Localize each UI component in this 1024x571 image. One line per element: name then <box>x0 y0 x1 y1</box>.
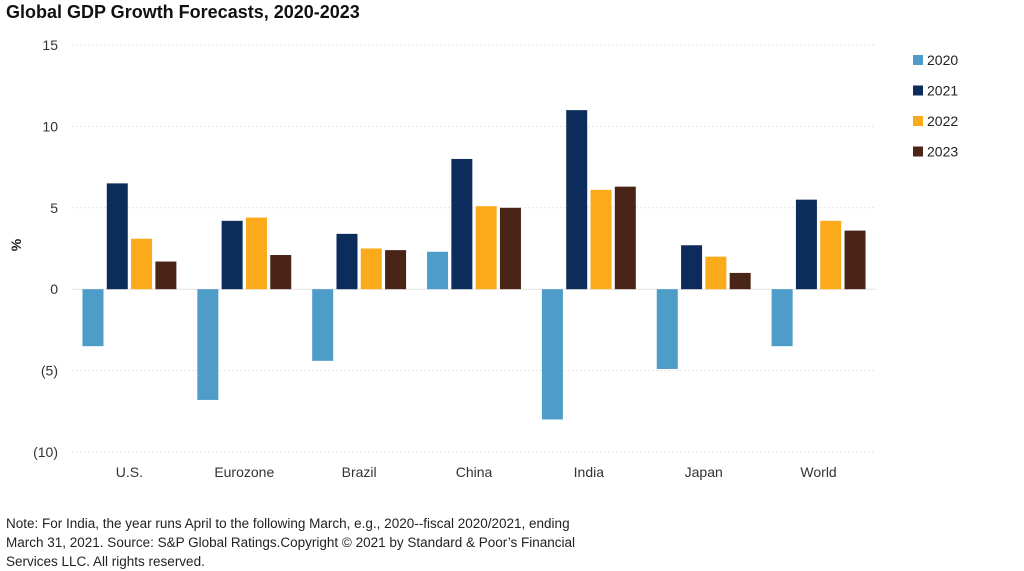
bar-2023-india <box>614 186 636 290</box>
bar-2022-us <box>131 238 153 290</box>
x-category-label: World <box>800 464 836 480</box>
gridlines <box>72 44 876 453</box>
legend-label: 2020 <box>927 52 958 68</box>
bars <box>82 110 866 420</box>
x-category-label: U.S. <box>116 464 143 480</box>
footnote: Note: For India, the year runs April to … <box>6 516 576 569</box>
legend: 2020 2021 2022 2023 <box>913 52 958 160</box>
bar-2023-china <box>499 207 521 290</box>
legend-swatch-2023 <box>913 146 923 157</box>
bar-2022-eurozone <box>245 217 267 290</box>
y-tick-label: 10 <box>42 118 58 134</box>
bar-2020-japan <box>656 289 678 369</box>
chart-title: Global GDP Growth Forecasts, 2020-2023 <box>6 2 360 22</box>
bar-2022-india <box>590 189 612 290</box>
y-tick-label: (10) <box>33 444 58 460</box>
bar-2023-japan <box>729 272 751 290</box>
y-tick-label: (5) <box>41 363 58 379</box>
legend-label: 2023 <box>927 144 958 160</box>
legend-swatch-2020 <box>913 55 923 65</box>
bar-2020-brazil <box>312 289 334 361</box>
y-axis-label: % <box>8 238 24 251</box>
x-category-label: China <box>456 464 493 480</box>
legend-label: 2021 <box>927 83 958 99</box>
bar-2023-us <box>155 261 177 290</box>
x-category-label: Japan <box>685 464 723 480</box>
bar-2020-india <box>541 289 563 420</box>
bar-2021-japan <box>681 245 703 290</box>
bar-2023-eurozone <box>270 255 292 290</box>
y-axis-ticks: 15 10 5 0 (5) (10) <box>33 37 58 460</box>
x-category-label: Eurozone <box>214 464 274 480</box>
x-axis-categories: U.S. Eurozone Brazil China India Japan World <box>116 464 837 480</box>
bar-2021-world <box>795 199 817 290</box>
y-tick-label: 5 <box>50 200 58 216</box>
bar-2021-eurozone <box>221 220 243 290</box>
x-category-label: India <box>574 464 605 480</box>
bar-2021-china <box>451 158 473 290</box>
legend-label: 2022 <box>927 113 958 129</box>
x-category-label: Brazil <box>342 464 377 480</box>
legend-swatch-2022 <box>913 116 923 126</box>
bar-2020-world <box>771 289 793 347</box>
bar-2021-india <box>566 110 588 290</box>
bar-2022-brazil <box>360 248 382 290</box>
bar-2021-us <box>106 183 128 290</box>
bar-2022-japan <box>705 256 727 290</box>
bar-2020-china <box>427 251 449 290</box>
legend-swatch-2021 <box>913 85 923 96</box>
y-tick-label: 0 <box>50 281 58 297</box>
bar-2021-brazil <box>336 233 358 290</box>
bar-2023-world <box>844 230 866 290</box>
bar-2023-brazil <box>385 250 407 290</box>
bar-2022-world <box>820 220 842 290</box>
bar-2022-china <box>475 206 497 290</box>
bar-2020-us <box>82 289 104 347</box>
y-tick-label: 15 <box>42 37 58 53</box>
bar-2020-eurozone <box>197 289 219 400</box>
